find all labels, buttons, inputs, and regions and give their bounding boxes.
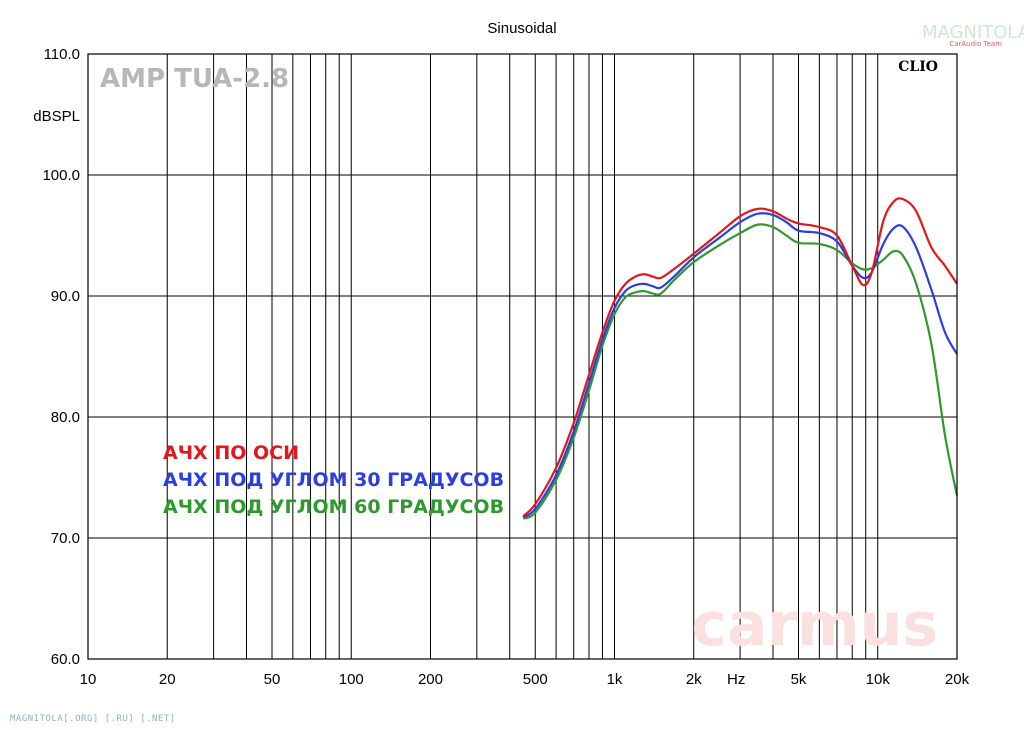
- series-line: [522, 223, 959, 520]
- chart-title: Sinusoidal: [487, 20, 556, 37]
- legend-entry: АЧХ ПО ОСИ: [163, 442, 299, 464]
- y-tick-labels: 110.0 100.0 90.0 80.0 70.0 60.0: [42, 46, 80, 668]
- footer-text: MAGNITOLA[.ORG] [.RU] [.NET]: [10, 714, 176, 724]
- x-tick-label: 10: [80, 671, 97, 688]
- y-tick-label: 80.0: [51, 409, 80, 426]
- y-tick-label: 60.0: [51, 651, 80, 668]
- legend-entry: АЧХ ПОД УГЛОМ 60 ГРАДУСОВ: [163, 496, 504, 518]
- legend: АЧХ ПО ОСИ АЧХ ПОД УГЛОМ 30 ГРАДУСОВ АЧХ П…: [163, 442, 504, 518]
- horizontal-grid: [88, 174, 957, 539]
- plot-frame: [87, 53, 958, 660]
- carmus-watermark: carmus: [691, 590, 938, 660]
- watermark-logo: MAGNITOLA CarAudio Team: [922, 22, 1024, 48]
- plot-area: [88, 54, 957, 659]
- logo-text: MAGNITOLA: [922, 22, 1024, 43]
- series-line: [522, 212, 958, 519]
- series-lines: [522, 197, 959, 520]
- x-tick-label: 2k: [686, 671, 702, 688]
- y-tick-label: 100.0: [42, 167, 80, 184]
- x-tick-label: 100: [339, 671, 364, 688]
- clio-label: CLIO: [898, 59, 938, 75]
- x-axis-unit-label: Hz: [727, 671, 745, 688]
- legend-entry: АЧХ ПОД УГЛОМ 30 ГРАДУСОВ: [163, 469, 504, 491]
- logo-subtext: CarAudio Team: [949, 40, 1002, 48]
- x-tick-labels: 10 20 50 100 200 500 1k 2k 5k 10k 20k Hz: [80, 671, 970, 688]
- x-tick-label: 200: [418, 671, 443, 688]
- x-tick-label: 1k: [607, 671, 623, 688]
- x-tick-label: 10k: [866, 671, 891, 688]
- y-axis-label: dBSPL: [33, 108, 80, 125]
- y-tick-label: 90.0: [51, 288, 80, 305]
- series-line: [522, 197, 958, 518]
- x-tick-label: 5k: [791, 671, 807, 688]
- y-tick-label: 70.0: [51, 530, 80, 547]
- x-tick-label: 20: [159, 671, 176, 688]
- vertical-grid: [166, 54, 879, 659]
- x-tick-label: 500: [523, 671, 548, 688]
- x-tick-label: 20k: [945, 671, 970, 688]
- x-tick-label: 50: [264, 671, 281, 688]
- model-watermark: AMP TUA-2.8: [100, 64, 289, 94]
- y-tick-label: 110.0: [44, 46, 80, 63]
